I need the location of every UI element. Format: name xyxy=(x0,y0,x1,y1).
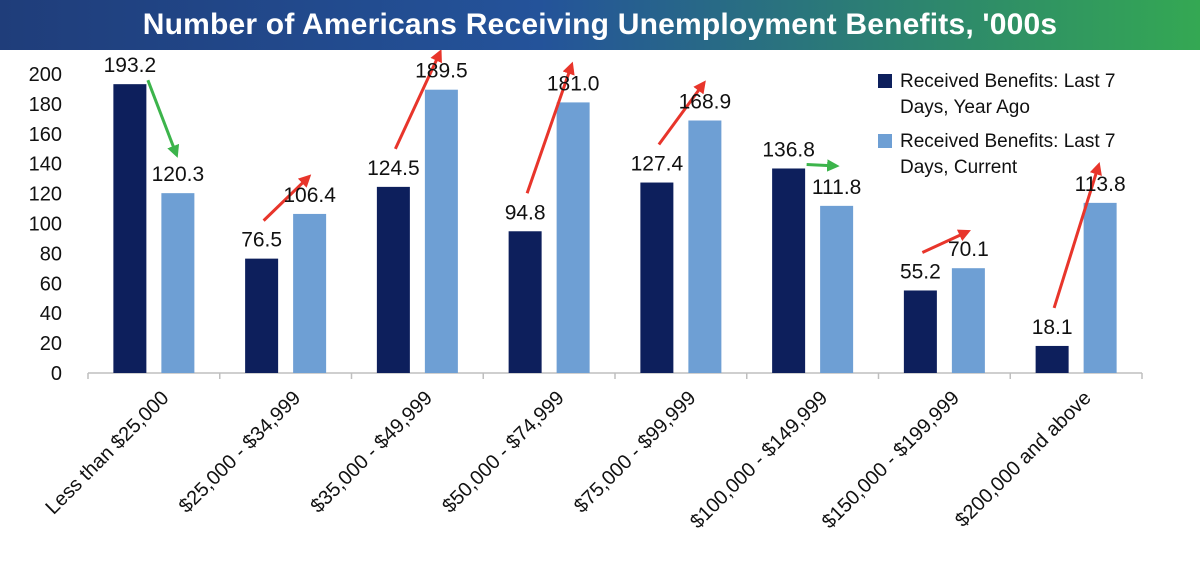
y-tick-label: 60 xyxy=(40,273,62,295)
decrease-arrow xyxy=(806,159,840,172)
y-tick-label: 100 xyxy=(29,214,62,236)
y-tick-label: 200 xyxy=(29,64,62,86)
chart-title-bar: Number of Americans Receiving Unemployme… xyxy=(0,0,1200,50)
y-tick-label: 20 xyxy=(40,333,62,355)
category-label-group: $75,000 - $99,999 xyxy=(570,387,700,517)
data-label-year-ago: 127.4 xyxy=(631,153,684,176)
legend: Received Benefits: Last 7 Days, Year Ago R… xyxy=(878,71,1115,178)
category-label-group: $35,000 - $49,999 xyxy=(307,387,437,517)
data-label-year-ago: 55.2 xyxy=(900,260,941,283)
increase-arrow xyxy=(657,80,706,146)
bar-year-ago xyxy=(903,290,937,373)
data-label-year-ago: 124.5 xyxy=(367,157,420,180)
legend-label-line1: Received Benefits: Last 7 xyxy=(900,71,1115,92)
y-tick-label: 40 xyxy=(40,303,62,325)
bar-year-ago xyxy=(376,186,410,373)
bars xyxy=(113,84,1117,373)
category-label: $75,000 - $99,999 xyxy=(570,387,700,517)
bar-year-ago xyxy=(772,168,806,373)
bar-current xyxy=(293,213,327,373)
category-label: Less than $25,000 xyxy=(41,387,173,519)
data-label-current: 70.1 xyxy=(948,238,989,261)
data-label-year-ago: 193.2 xyxy=(104,54,157,77)
data-label-current: 111.8 xyxy=(812,176,861,199)
data-label-current: 189.5 xyxy=(415,60,468,83)
category-label-group: $200,000 and above xyxy=(951,387,1096,532)
bar-chart: 0 20 40 60 80 100 120 140 160 180 200 193.2 120.3 76… xyxy=(29,50,1143,533)
category-labels: Less than $25,000 $25,000 - $34,999 $35,00… xyxy=(41,387,1095,533)
legend-label-line1: Received Benefits: Last 7 xyxy=(900,131,1115,152)
y-tick-label: 80 xyxy=(40,243,62,265)
category-label: $200,000 and above xyxy=(951,387,1096,532)
category-label: $25,000 - $34,999 xyxy=(175,387,305,517)
data-label-current: 106.4 xyxy=(283,184,336,207)
category-label-group: $100,000 - $149,999 xyxy=(686,387,832,533)
bar-year-ago xyxy=(508,231,542,373)
data-label-year-ago: 18.1 xyxy=(1032,316,1073,339)
category-label: $150,000 - $199,999 xyxy=(818,387,964,533)
increase-arrow xyxy=(525,61,575,194)
category-label-group: $50,000 - $74,999 xyxy=(438,387,568,517)
increase-arrow xyxy=(921,229,971,254)
data-label-current: 181.0 xyxy=(547,72,600,95)
change-arrows xyxy=(146,50,1102,309)
data-label-year-ago: 94.8 xyxy=(505,201,546,224)
chart-title: Number of Americans Receiving Unemployme… xyxy=(142,8,1058,41)
bar-current xyxy=(820,205,854,373)
bar-current xyxy=(951,268,985,373)
bar-current xyxy=(688,120,722,373)
category-label-group: Less than $25,000 xyxy=(41,387,173,519)
bar-current xyxy=(1083,202,1117,373)
y-tick-label: 160 xyxy=(29,124,62,146)
bar-current xyxy=(556,102,590,373)
category-label: $100,000 - $149,999 xyxy=(686,387,832,533)
increase-arrow xyxy=(1052,162,1102,309)
category-label-group: $25,000 - $34,999 xyxy=(175,387,305,517)
y-tick-label: 120 xyxy=(29,184,62,206)
data-label-year-ago: 136.8 xyxy=(762,138,815,161)
bar-year-ago xyxy=(113,84,147,373)
bar-year-ago xyxy=(245,258,279,373)
legend-swatch-current xyxy=(878,134,892,148)
category-label: $35,000 - $49,999 xyxy=(307,387,437,517)
y-tick-label: 0 xyxy=(51,363,62,385)
legend-label-line2: Days, Year Ago xyxy=(900,97,1030,118)
increase-arrow xyxy=(394,50,442,150)
data-label-year-ago: 76.5 xyxy=(241,229,282,252)
data-label-current: 168.9 xyxy=(679,90,732,113)
data-label-current: 113.8 xyxy=(1075,173,1126,196)
bar-current xyxy=(424,89,458,373)
y-tick-label: 140 xyxy=(29,154,62,176)
category-label: $50,000 - $74,999 xyxy=(438,387,568,517)
decrease-arrow xyxy=(146,79,180,158)
axes: 0 20 40 60 80 100 120 140 160 180 200 xyxy=(29,64,1143,385)
category-label-group: $150,000 - $199,999 xyxy=(818,387,964,533)
increase-arrow xyxy=(262,174,312,222)
legend-swatch-year-ago xyxy=(878,74,892,88)
bar-current xyxy=(161,193,195,373)
bar-year-ago xyxy=(640,182,674,373)
legend-label-line2: Days, Current xyxy=(900,157,1018,178)
bar-year-ago xyxy=(1035,345,1069,373)
y-tick-label: 180 xyxy=(29,94,62,116)
data-label-current: 120.3 xyxy=(152,163,205,186)
